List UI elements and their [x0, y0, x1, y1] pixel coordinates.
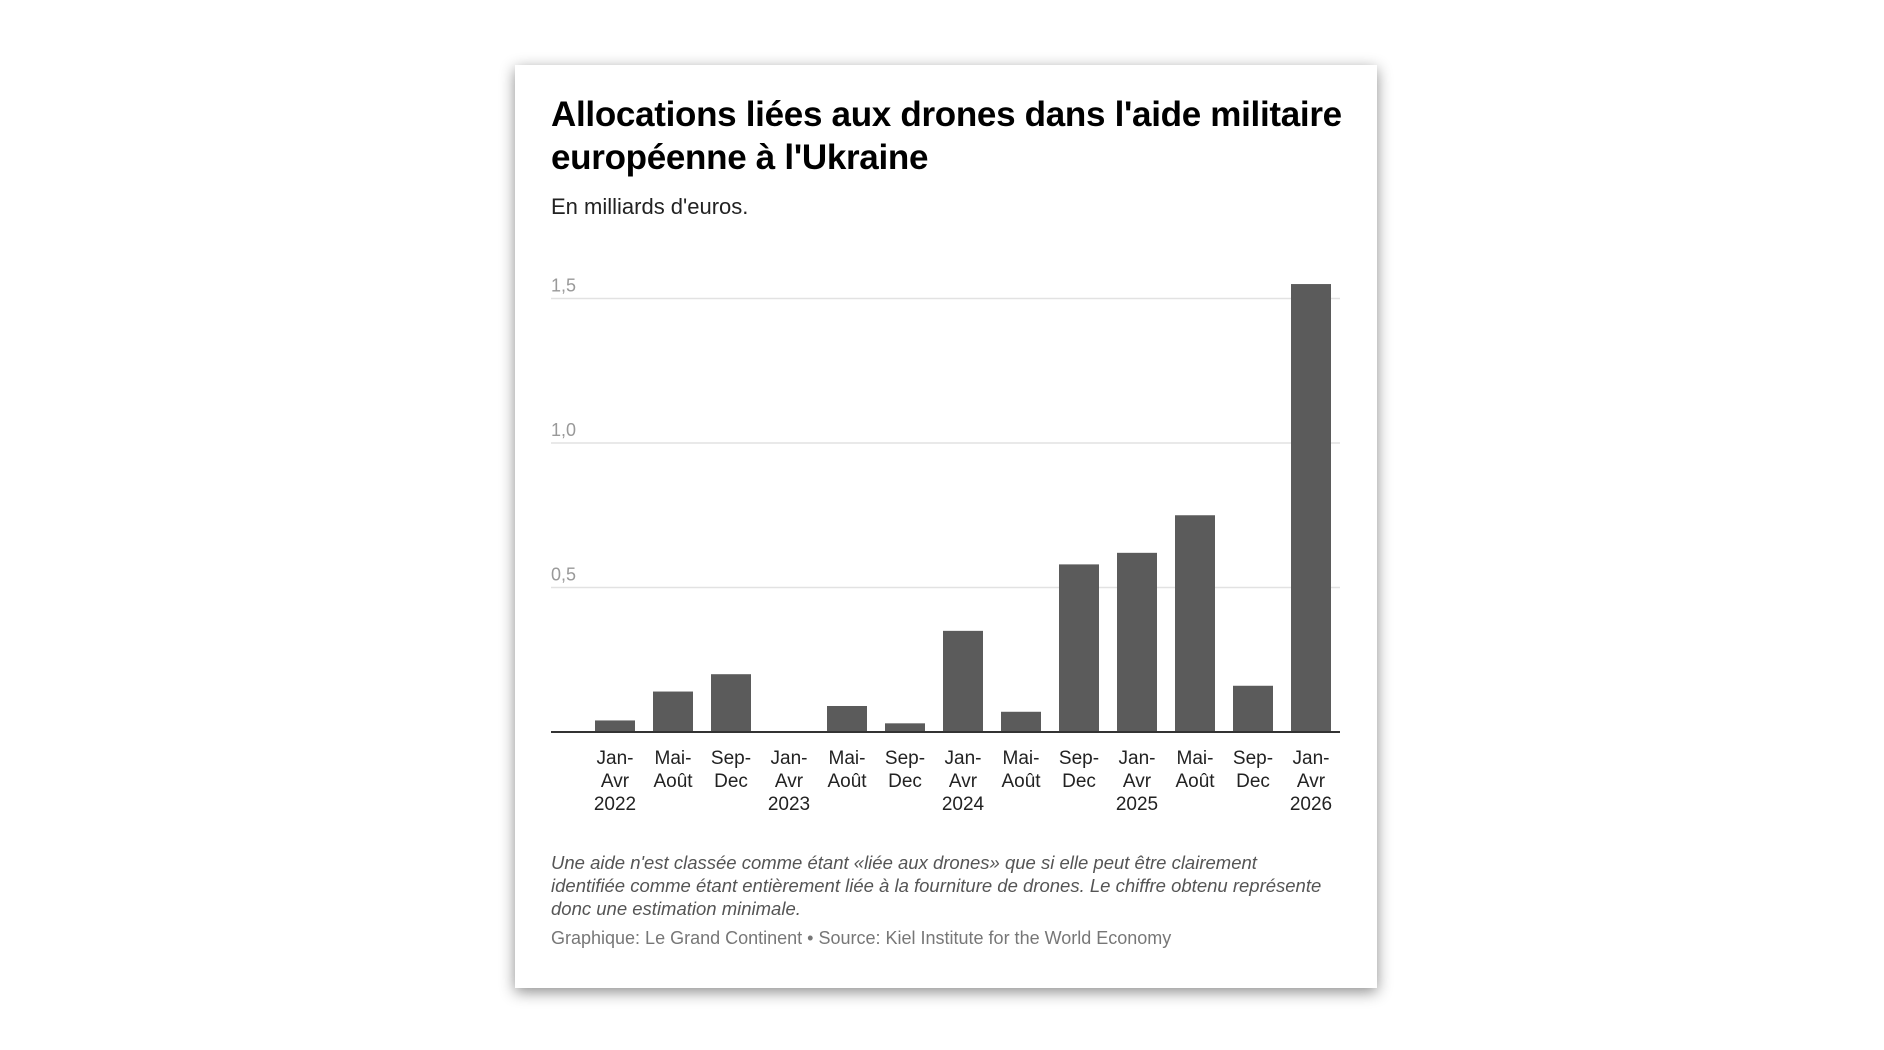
x-tick-label: Jan-Avr 2022: [594, 748, 636, 815]
chart-subtitle: En milliards d'euros.: [551, 194, 749, 219]
x-tick-label-line: Août: [827, 771, 867, 792]
x-tick-label-line: Mai-: [829, 748, 866, 769]
x-tick-label-line: 2026: [1290, 794, 1332, 815]
chart-note: Une aide n'est classée comme étant «liée…: [551, 852, 1322, 919]
x-tick-label-line: Avr: [775, 771, 804, 792]
x-tick-label: Jan-Avr 2025: [1116, 748, 1158, 815]
chart-source: Graphique: Le Grand Continent • Source: …: [551, 928, 1172, 948]
x-tick-label: Sep-Dec: [885, 748, 925, 792]
x-tick-label: Sep-Dec: [1059, 748, 1099, 792]
x-tick-label: Mai-Août: [1001, 748, 1041, 792]
x-tick-label-line: Mai-: [1177, 748, 1214, 769]
x-tick-label: Jan-Avr 2024: [942, 748, 985, 815]
x-tick-label: Mai-Août: [827, 748, 867, 792]
x-tick-label-line: 2024: [942, 794, 985, 815]
x-tick-label-line: 2023: [768, 794, 810, 815]
x-tick-label: Mai-Août: [653, 748, 693, 792]
y-tick-label: 0,5: [551, 565, 576, 585]
x-tick-label: Mai-Août: [1175, 748, 1215, 792]
bar: [1291, 284, 1331, 732]
x-tick-label-line: Sep-: [1059, 748, 1099, 769]
y-tick-label: 1,5: [551, 276, 576, 296]
bar: [1233, 685, 1273, 732]
bar: [827, 705, 867, 732]
x-tick-label-line: Jan-: [945, 748, 982, 769]
x-tick-label-line: Août: [1001, 771, 1041, 792]
x-tick-label-line: Avr: [1297, 771, 1326, 792]
bar: [595, 720, 635, 732]
x-tick-label-line: 2025: [1116, 794, 1158, 815]
x-tick-label-line: Sep-: [1233, 748, 1273, 769]
x-tick-label-line: Dec: [888, 771, 922, 792]
x-tick-label: Sep-Dec: [711, 748, 751, 792]
x-tick-label-line: Sep-: [711, 748, 751, 769]
x-tick-label-line: Août: [653, 771, 693, 792]
x-tick-label: Sep-Dec: [1233, 748, 1273, 792]
x-tick-label-line: Avr: [949, 771, 978, 792]
chart-title: Allocations liées aux drones dans l'aide…: [551, 95, 1342, 177]
y-tick-label: 1,0: [551, 420, 576, 440]
x-tick-label: Jan-Avr 2026: [1290, 748, 1332, 815]
x-tick-label-line: Août: [1175, 771, 1215, 792]
x-tick-label-line: Avr: [601, 771, 630, 792]
bar: [653, 691, 693, 732]
x-tick-label-line: Jan-: [1119, 748, 1156, 769]
bar: [711, 674, 751, 732]
bar: [1175, 515, 1215, 732]
bar: [1059, 564, 1099, 732]
x-tick-label-line: Dec: [1062, 771, 1096, 792]
x-tick-label-line: Jan-: [597, 748, 634, 769]
x-tick-label: Jan-Avr 2023: [768, 748, 810, 815]
x-tick-label-line: Jan-: [1293, 748, 1330, 769]
bar: [1001, 711, 1041, 732]
bar: [1117, 552, 1157, 732]
bar: [885, 723, 925, 732]
x-tick-label-line: Dec: [1236, 771, 1270, 792]
chart-card: Allocations liées aux drones dans l'aide…: [515, 65, 1377, 988]
x-tick-label-line: Avr: [1123, 771, 1152, 792]
bar: [943, 630, 983, 732]
x-tick-label-line: Dec: [714, 771, 748, 792]
x-tick-label-line: Jan-: [771, 748, 808, 769]
x-tick-label-line: Sep-: [885, 748, 925, 769]
x-tick-label-line: Mai-: [1003, 748, 1040, 769]
x-tick-label-line: 2022: [594, 794, 636, 815]
x-tick-label-line: Mai-: [655, 748, 692, 769]
